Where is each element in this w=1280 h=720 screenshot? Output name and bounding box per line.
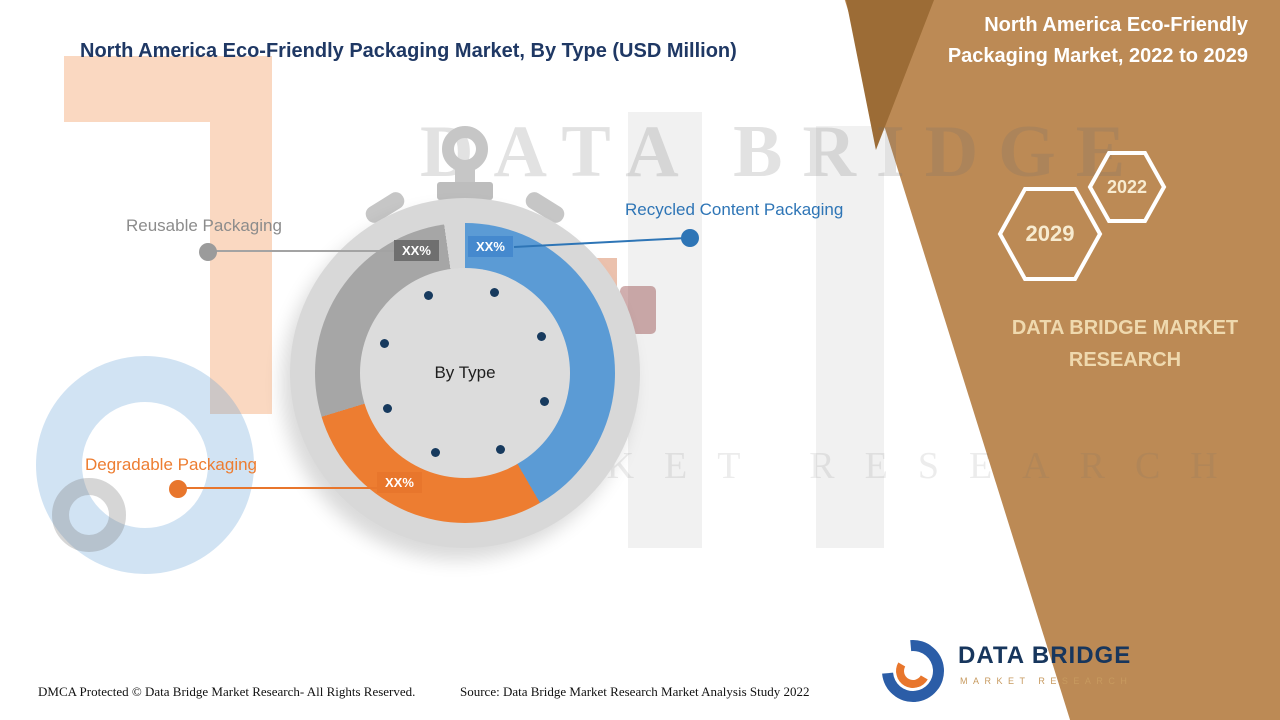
dial-dot bbox=[380, 339, 389, 348]
hexagon-2029: 2029 bbox=[997, 187, 1103, 281]
stopwatch-crown-base bbox=[437, 182, 493, 200]
logo-name: DATA BRIDGE bbox=[958, 642, 1132, 669]
dial-dot bbox=[496, 445, 505, 454]
year-2029-label: 2029 bbox=[1026, 221, 1075, 246]
dial-dot bbox=[490, 288, 499, 297]
dial-dot bbox=[383, 404, 392, 413]
reusable-label: Reusable Packaging bbox=[126, 216, 282, 235]
page-title: North America Eco-Friendly Packaging Mar… bbox=[80, 40, 737, 62]
brand-heading-line1: DATA BRIDGE MARKET bbox=[1011, 317, 1239, 339]
recycled-value-chip: XX% bbox=[468, 236, 513, 257]
brand-heading-line2: RESEARCH bbox=[1068, 349, 1182, 371]
degradable-value-chip: XX% bbox=[377, 472, 422, 493]
degradable-callout-dot bbox=[169, 480, 187, 498]
dial-dot bbox=[431, 448, 440, 457]
year-2022-label: 2022 bbox=[1107, 177, 1147, 197]
brand-heading: DATA BRIDGE MARKET RESEARCH bbox=[1000, 312, 1250, 376]
banner-title-line1: North America Eco-Friendly bbox=[984, 14, 1248, 36]
watermark-text-data-bridge: DATA BRIDGE bbox=[420, 111, 1146, 193]
dial-dot bbox=[537, 332, 546, 341]
chart-center-label: By Type bbox=[434, 363, 496, 382]
footer-source-text: Source: Data Bridge Market Research Mark… bbox=[460, 684, 810, 699]
watermark-logo-gray-ring bbox=[52, 478, 126, 552]
reusable-value-chip: XX% bbox=[394, 240, 439, 261]
banner-title: North America Eco-Friendly Packaging Mar… bbox=[880, 10, 1248, 72]
reusable-leader-line bbox=[207, 250, 399, 252]
data-bridge-logo-icon bbox=[869, 627, 957, 715]
degradable-leader-line bbox=[178, 487, 380, 489]
dial-dot bbox=[424, 291, 433, 300]
stopwatch-crown-ring-icon bbox=[442, 126, 488, 172]
donut-center: By Type bbox=[360, 268, 570, 478]
watermark-letter-slab bbox=[816, 126, 884, 548]
logo-tagline: MARKET RESEARCH bbox=[960, 676, 1133, 686]
banner-title-line2: Packaging Market, 2022 to 2029 bbox=[947, 45, 1248, 67]
watermark-letter-slab bbox=[628, 112, 702, 548]
reusable-callout-dot bbox=[199, 243, 217, 261]
footer-dmca-text: DMCA Protected © Data Bridge Market Rese… bbox=[38, 684, 416, 699]
hexagon-2022: 2022 bbox=[1087, 151, 1167, 223]
recycled-label: Recycled Content Packaging bbox=[625, 200, 844, 219]
dial-dot bbox=[540, 397, 549, 406]
degradable-label: Degradable Packaging bbox=[85, 455, 258, 474]
recycled-callout-dot bbox=[681, 229, 699, 247]
watermark-logo-orange-shape bbox=[64, 56, 272, 414]
stopwatch-donut-chart: By Type bbox=[290, 120, 640, 550]
